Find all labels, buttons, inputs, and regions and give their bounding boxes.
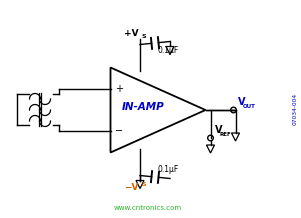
Text: 0.1μF: 0.1μF (157, 165, 178, 174)
Text: 07034-004: 07034-004 (293, 93, 298, 125)
Text: REF: REF (219, 132, 231, 137)
Text: www.cntronics.com: www.cntronics.com (114, 205, 182, 211)
Text: S: S (141, 34, 146, 39)
Text: +: + (116, 84, 123, 94)
Text: V: V (237, 97, 245, 107)
Text: S: S (141, 182, 146, 187)
Text: −: − (116, 126, 124, 136)
Text: +V: +V (124, 29, 139, 37)
Text: IN-AMP: IN-AMP (122, 102, 164, 112)
Text: 0.1μF: 0.1μF (157, 46, 178, 55)
Text: −V: −V (125, 182, 139, 191)
Text: V: V (215, 125, 222, 135)
Text: OUT: OUT (243, 104, 255, 109)
